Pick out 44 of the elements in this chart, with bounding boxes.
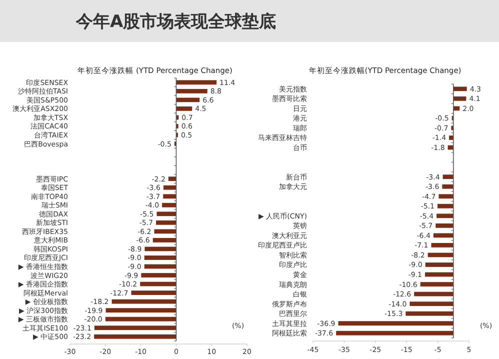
bar (406, 311, 454, 316)
bar (453, 96, 466, 101)
bar (94, 334, 176, 339)
bar (338, 321, 454, 326)
bar (176, 106, 192, 111)
bar (336, 330, 454, 336)
bar (106, 308, 176, 313)
bar (437, 204, 454, 208)
bar (442, 184, 454, 189)
bar (144, 256, 176, 260)
bar (431, 242, 454, 248)
bar (168, 176, 176, 182)
bar (436, 214, 454, 218)
bar (453, 106, 460, 111)
chart-title: 今年A股市场表现全球垫底 (75, 12, 276, 32)
bar (156, 220, 176, 225)
bar (156, 212, 176, 216)
bar (162, 202, 176, 208)
bar (144, 246, 176, 252)
bar (152, 238, 176, 242)
bar (436, 223, 454, 228)
bar (94, 326, 176, 330)
bar (420, 282, 454, 286)
bar (442, 174, 454, 180)
bar (163, 194, 176, 199)
bar (131, 290, 176, 295)
bar (453, 86, 467, 92)
bar (425, 272, 454, 277)
bar (176, 88, 208, 94)
bar (433, 233, 454, 238)
bar (163, 185, 176, 190)
bar (176, 98, 200, 102)
bar (438, 194, 454, 199)
bar (112, 299, 176, 304)
bar (425, 262, 454, 267)
bar (449, 136, 454, 140)
bar (410, 302, 454, 306)
bar (154, 229, 176, 234)
bar (176, 80, 217, 85)
bar (141, 273, 176, 278)
bar (105, 316, 176, 322)
bar (414, 292, 454, 296)
bar (144, 264, 176, 269)
bar (140, 282, 176, 286)
